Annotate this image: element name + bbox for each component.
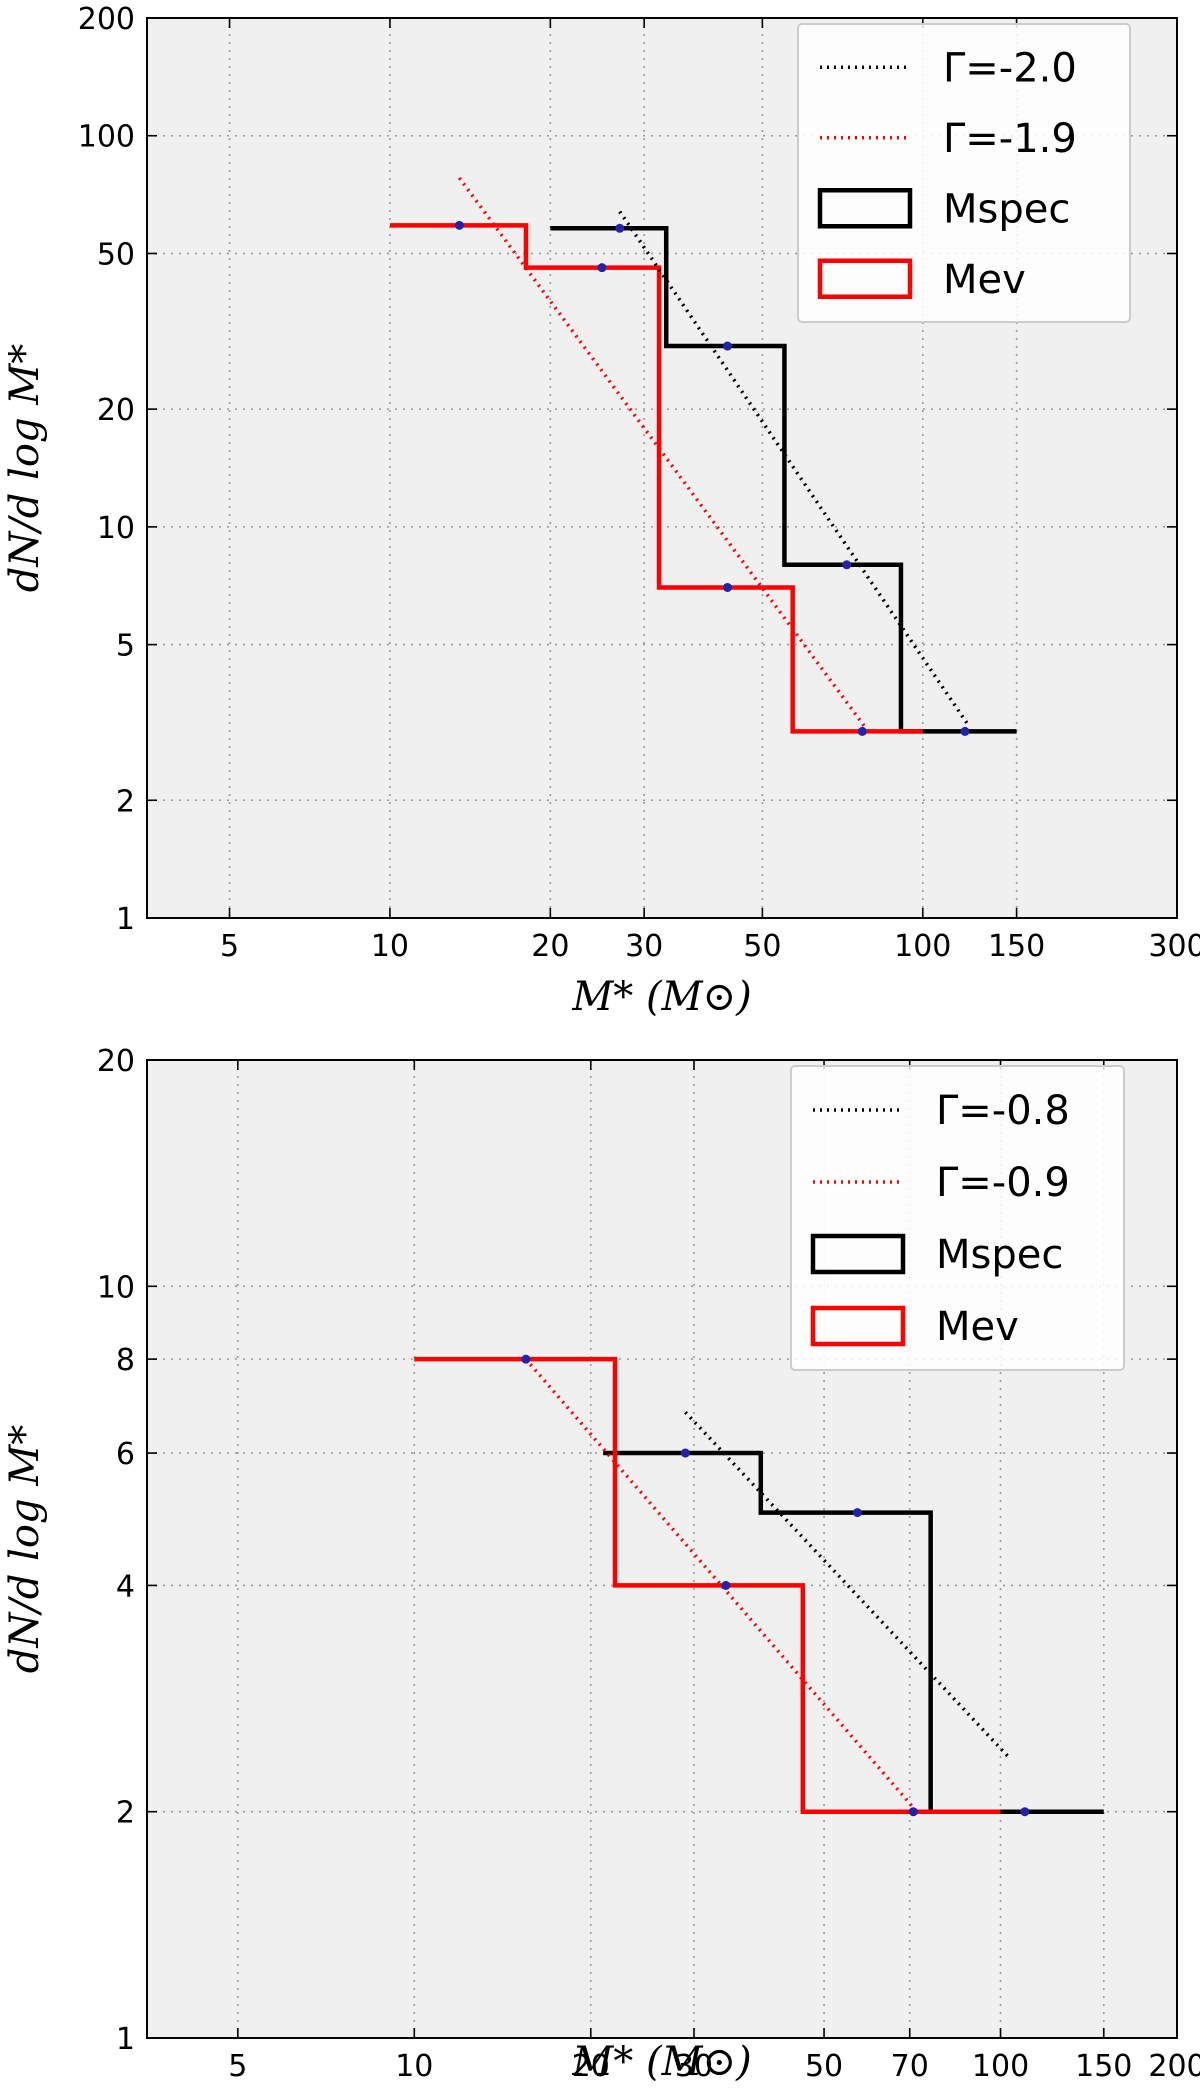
y-axis-label: dN/d log M* [2,1425,48,1674]
x-tick-label: 30 [675,2049,713,2084]
data-point [722,582,732,592]
x-tick-label: 100 [972,2049,1029,2084]
legend-label: Mev [943,257,1026,303]
legend-box-swatch [810,1305,906,1347]
x-tick-label: 100 [894,929,951,964]
x-tick-label: 200 [1148,2049,1200,2084]
fit-line [524,1357,919,1813]
data-point [842,560,852,570]
x-tick-label: 30 [625,929,663,964]
y-tick-label: 10 [97,1270,135,1305]
legend-label: Mspec [943,186,1070,232]
y-tick-label: 5 [116,629,135,664]
legend-label: Γ=-0.9 [936,1160,1070,1206]
y-tick-label: 4 [116,1569,135,1604]
y-tick-label: 6 [116,1437,135,1472]
y-tick-label: 50 [97,237,135,272]
x-tick-label: 10 [395,2049,433,2084]
y-axis-label: dN/d log M* [2,344,48,593]
legend-box-swatch [817,188,913,229]
fit-line [457,176,870,733]
y-tick-label: 8 [116,1343,135,1378]
x-tick-label: 150 [988,929,1045,964]
data-point [852,1508,862,1518]
legend-label: Mev [936,1304,1019,1350]
y-tick-label: 1 [116,2022,135,2057]
y-tick-label: 100 [78,120,135,155]
x-tick-label: 150 [1075,2049,1132,2084]
plot-frame [146,17,1178,919]
data-point [615,223,625,233]
step-line-mev [389,223,923,734]
y-tick-label: 20 [97,1044,135,1079]
x-tick-label: 20 [531,929,569,964]
top-chart: 5 10 20 30 50 100 150 300125102050100200Γ=-2.0Γ… [2,2,1200,1020]
data-point [722,341,732,351]
series-group [389,176,1017,736]
data-point [680,1448,690,1458]
legend-label: Mspec [936,1232,1063,1278]
x-tick-label: 10 [371,929,409,964]
legend-box [790,1065,1125,1371]
legend-box-swatch [810,1233,906,1275]
y-tick-label: 1 [116,902,135,937]
x-tick-label: 5 [220,929,239,964]
x-axis-label: M* (M⊙) [571,2039,751,2085]
legend-box-swatch [817,258,913,299]
x-tick-label: 20 [572,2049,610,2084]
data-point [908,1807,918,1817]
x-tick-label: 70 [891,2049,929,2084]
data-point [521,1354,531,1364]
legend: Γ=-2.0 Γ=-1.9 Mspec Mev [797,23,1131,323]
x-tick-label: 5 [228,2049,247,2084]
y-tick-label: 2 [116,784,135,819]
bottom-chart: 5 10 20 30 50 70 100 150 200124681020Γ=-0.8Γ=-0.… [2,1044,1200,2085]
x-axis-label: M* (M⊙) [571,974,751,1020]
data-point [597,263,607,273]
legend-label: Γ=-0.8 [936,1088,1070,1134]
y-tick-label: 2 [116,1796,135,1831]
data-point [454,220,464,230]
data-point [721,1580,731,1590]
y-tick-label: 20 [97,393,135,428]
data-point [857,726,867,736]
x-tick-label: 50 [805,2049,843,2084]
y-tick-label: 200 [78,2,135,37]
data-point [960,726,970,736]
x-tick-label: 50 [743,929,781,964]
step-line-mev [414,1356,1001,1814]
y-tick-label: 10 [97,511,135,546]
legend-label: Γ=-2.0 [943,45,1077,91]
legend-box [797,23,1131,323]
legend-label: Γ=-1.9 [943,116,1077,162]
data-point [1020,1807,1030,1817]
plot-frame [146,1059,1178,2039]
legend: Γ=-0.8 Γ=-0.9 Mspec Mev [790,1065,1125,1371]
series-group [414,1354,1104,1817]
x-tick-label: 300 [1148,929,1200,964]
